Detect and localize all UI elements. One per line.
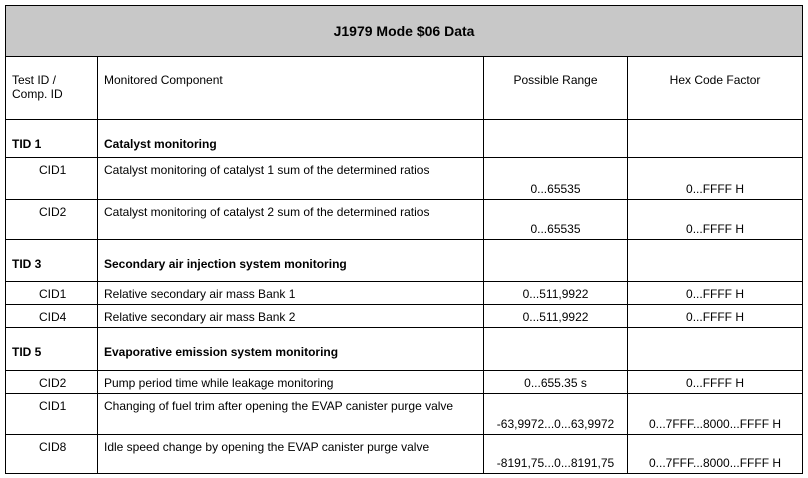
- factor-cell: [626, 239, 804, 282]
- id-cell: CID2: [5, 199, 98, 240]
- range-cell: [483, 239, 628, 282]
- factor-cell: 0...FFFF H: [626, 370, 804, 394]
- range-cell: 0...655.35 s: [483, 370, 628, 394]
- component-cell: Relative secondary air mass Bank 1: [97, 281, 484, 305]
- component-cell: Evaporative emission system monitoring: [97, 327, 484, 371]
- mode06-table: J1979 Mode $06 Data Test ID / Comp. ID M…: [4, 5, 804, 474]
- table-title: J1979 Mode $06 Data: [4, 5, 804, 57]
- header-cell: Hex Code Factor: [626, 56, 804, 120]
- factor-cell: 0...FFFF H: [626, 281, 804, 305]
- item-row: CID8 Idle speed change by opening the EVA…: [5, 434, 804, 474]
- range-cell: -8191,75...0...8191,75: [483, 434, 628, 474]
- item-row: CID1 Changing of fuel trim after opening …: [5, 393, 804, 435]
- id-cell: CID1: [5, 393, 98, 435]
- factor-cell: 0...7FFF...8000...FFFF H: [626, 434, 804, 474]
- id-cell: TID 5: [5, 327, 98, 371]
- range-cell: 0...65535: [483, 157, 628, 200]
- group-row: TID 5 Evaporative emission system monitor…: [5, 327, 804, 371]
- range-cell: [483, 327, 628, 371]
- factor-cell: [626, 119, 804, 158]
- factor-cell: 0...7FFF...8000...FFFF H: [626, 393, 804, 435]
- id-cell: CID4: [5, 304, 98, 328]
- item-row: CID1 Relative secondary air mass Bank 1 0.…: [5, 281, 804, 305]
- range-cell: 0...511,9922: [483, 281, 628, 305]
- header-cell: Test ID / Comp. ID: [5, 56, 98, 120]
- factor-cell: [626, 327, 804, 371]
- item-row: CID1 Catalyst monitoring of catalyst 1 su…: [5, 157, 804, 200]
- component-cell: Catalyst monitoring of catalyst 1 sum of…: [97, 157, 484, 200]
- factor-cell: 0...FFFF H: [626, 304, 804, 328]
- range-cell: [483, 119, 628, 158]
- id-cell: TID 1: [5, 119, 98, 158]
- header-cell: Monitored Component: [97, 56, 484, 120]
- component-cell: Idle speed change by opening the EVAP ca…: [97, 434, 484, 474]
- range-cell: 0...65535: [483, 199, 628, 240]
- component-cell: Catalyst monitoring of catalyst 2 sum of…: [97, 199, 484, 240]
- range-cell: 0...511,9922: [483, 304, 628, 328]
- item-row: CID2 Catalyst monitoring of catalyst 2 su…: [5, 199, 804, 240]
- range-cell: -63,9972...0...63,9972: [483, 393, 628, 435]
- component-cell: Pump period time while leakage monitorin…: [97, 370, 484, 394]
- factor-cell: 0...FFFF H: [626, 157, 804, 200]
- item-row: CID2 Pump period time while leakage monit…: [5, 370, 804, 394]
- group-row: TID 1 Catalyst monitoring: [5, 119, 804, 158]
- header-cell: Possible Range: [483, 56, 628, 120]
- id-cell: CID1: [5, 281, 98, 305]
- item-row: CID4 Relative secondary air mass Bank 2 0.…: [5, 304, 804, 328]
- id-cell: CID1: [5, 157, 98, 200]
- component-cell: Relative secondary air mass Bank 2: [97, 304, 484, 328]
- title-row: J1979 Mode $06 Data: [4, 5, 804, 57]
- factor-cell: 0...FFFF H: [626, 199, 804, 240]
- component-cell: Catalyst monitoring: [97, 119, 484, 158]
- group-row: TID 3 Secondary air injection system moni…: [5, 239, 804, 282]
- component-cell: Changing of fuel trim after opening the …: [97, 393, 484, 435]
- component-cell: Secondary air injection system monitorin…: [97, 239, 484, 282]
- id-cell: CID2: [5, 370, 98, 394]
- id-cell: CID8: [5, 434, 98, 474]
- id-cell: TID 3: [5, 239, 98, 282]
- header-row: Test ID / Comp. ID Monitored Component P…: [5, 56, 804, 120]
